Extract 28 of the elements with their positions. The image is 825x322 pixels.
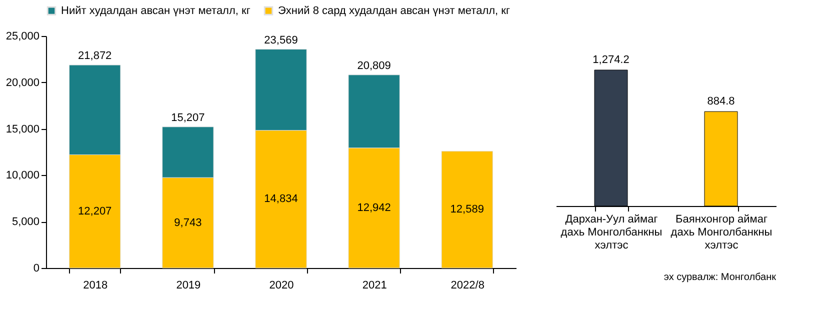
legend-label: Нийт худалдан авсан үнэт металл, кг (61, 4, 250, 17)
y-tick-label: 25,000 (6, 30, 40, 42)
legend-label: Эхний 8 сард худалдан авсан үнэт металл, кг (278, 4, 510, 17)
x-tick-label: 2018 (83, 280, 108, 292)
data-label: 12,589 (450, 204, 484, 216)
y-tick-label: 10,000 (6, 170, 40, 182)
x-tick-label: 2021 (362, 280, 387, 292)
total-label: 21,872 (78, 50, 112, 62)
total-label: 15,207 (171, 112, 205, 124)
data-label: 1,274.2 (592, 54, 630, 66)
bar (441, 150, 493, 268)
x-tick-label: Дархан-Уул аймаг дахь Монголбанкны хэлтэс (560, 214, 662, 252)
x-tick-label: 2019 (176, 280, 201, 292)
total-label: 20,809 (357, 60, 391, 72)
data-label: 14,834 (264, 193, 298, 206)
y-tick-label: 20,000 (6, 76, 40, 89)
y-tick-label: 0 (33, 262, 40, 274)
x-tick-label: 2020 (269, 280, 294, 292)
total-label: 23,569 (264, 34, 298, 46)
data-label: 9,743 (174, 216, 202, 229)
data-label: 884.8 (707, 96, 735, 108)
x-tick-label: Баянхонгор аймаг дахь Монголбанкны хэлтэс (670, 214, 772, 252)
text: эх сурвалж: Монголбанк (664, 272, 777, 283)
y-tick-label: 15,000 (6, 123, 40, 136)
y-tick-label: 5,000 (12, 216, 40, 228)
x-tick-label: 2022/8 (450, 280, 484, 292)
data-label: 12,942 (357, 202, 391, 214)
data-label: 12,207 (78, 205, 112, 218)
